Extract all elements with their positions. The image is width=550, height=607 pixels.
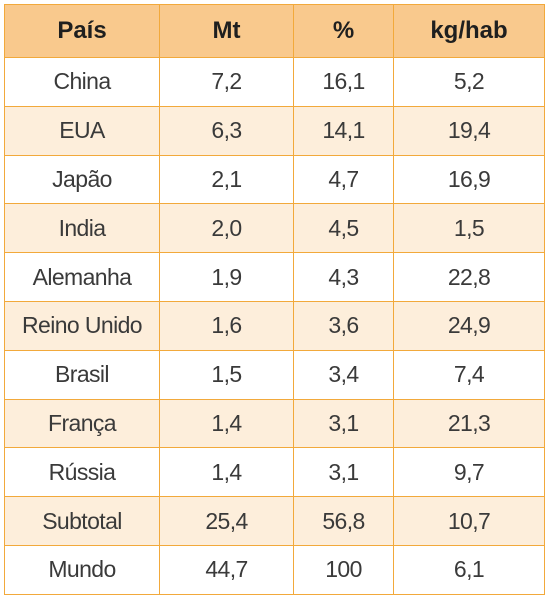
table-row: Japão 2,1 4,7 16,9 xyxy=(4,154,545,205)
cell-mt: 1,6 xyxy=(159,300,294,351)
cell-country: França xyxy=(4,398,160,449)
cell-country: Brasil xyxy=(4,349,160,400)
cell-mt: 2,0 xyxy=(159,203,294,254)
table-row: Subtotal 25,4 56,8 10,7 xyxy=(4,496,545,546)
cell-country: Reino Unido xyxy=(4,300,160,351)
header-country: País xyxy=(4,4,160,58)
cell-mt: 7,2 xyxy=(159,57,294,107)
cell-kg-per-inhabitant: 16,9 xyxy=(393,154,545,205)
table-body: China 7,2 16,1 5,2 EUA 6,3 14,1 19,4 Japão 2,1 4,7… xyxy=(4,57,545,595)
cell-country: Mundo xyxy=(4,544,160,595)
cell-mt: 6,3 xyxy=(159,105,294,156)
cell-country: Rússia xyxy=(4,447,160,498)
cell-percent: 3,1 xyxy=(293,447,394,498)
header-percent: % xyxy=(293,4,394,58)
table-row: Brasil 1,5 3,4 7,4 xyxy=(4,349,545,400)
cell-percent: 4,5 xyxy=(293,203,394,254)
cell-percent: 4,7 xyxy=(293,154,394,205)
cell-kg-per-inhabitant: 5,2 xyxy=(393,57,545,107)
table-row: Reino Unido 1,6 3,6 24,9 xyxy=(4,300,545,351)
cell-kg-per-inhabitant: 19,4 xyxy=(393,105,545,156)
data-table: País Mt % kg/hab China 7,2 16,1 5,2 EUA 6,3 14… xyxy=(4,4,545,595)
cell-mt: 25,4 xyxy=(159,496,294,546)
cell-country: India xyxy=(4,203,160,254)
cell-country: EUA xyxy=(4,105,160,156)
table-row: EUA 6,3 14,1 19,4 xyxy=(4,105,545,156)
cell-mt: 1,9 xyxy=(159,252,294,302)
header-row: País Mt % kg/hab xyxy=(4,4,545,58)
table-row: França 1,4 3,1 21,3 xyxy=(4,398,545,449)
header-mt: Mt xyxy=(159,4,294,58)
cell-percent: 3,4 xyxy=(293,349,394,400)
cell-country: Subtotal xyxy=(4,496,160,546)
table-row: Alemanha 1,9 4,3 22,8 xyxy=(4,252,545,302)
cell-kg-per-inhabitant: 22,8 xyxy=(393,252,545,302)
cell-kg-per-inhabitant: 6,1 xyxy=(393,544,545,595)
cell-mt: 44,7 xyxy=(159,544,294,595)
table-row: India 2,0 4,5 1,5 xyxy=(4,203,545,254)
cell-mt: 1,4 xyxy=(159,398,294,449)
cell-mt: 2,1 xyxy=(159,154,294,205)
cell-percent: 56,8 xyxy=(293,496,394,546)
cell-percent: 3,1 xyxy=(293,398,394,449)
cell-kg-per-inhabitant: 7,4 xyxy=(393,349,545,400)
cell-kg-per-inhabitant: 24,9 xyxy=(393,300,545,351)
cell-percent: 100 xyxy=(293,544,394,595)
cell-percent: 3,6 xyxy=(293,300,394,351)
cell-mt: 1,5 xyxy=(159,349,294,400)
table-row: Mundo 44,7 100 6,1 xyxy=(4,544,545,595)
table-header: País Mt % kg/hab xyxy=(4,4,545,58)
cell-kg-per-inhabitant: 1,5 xyxy=(393,203,545,254)
cell-percent: 4,3 xyxy=(293,252,394,302)
cell-kg-per-inhabitant: 10,7 xyxy=(393,496,545,546)
cell-kg-per-inhabitant: 21,3 xyxy=(393,398,545,449)
cell-country: Alemanha xyxy=(4,252,160,302)
cell-mt: 1,4 xyxy=(159,447,294,498)
data-table-container: País Mt % kg/hab China 7,2 16,1 5,2 EUA 6,3 14… xyxy=(4,4,545,602)
cell-percent: 16,1 xyxy=(293,57,394,107)
header-kg-per-inhabitant: kg/hab xyxy=(393,4,545,58)
table-row: China 7,2 16,1 5,2 xyxy=(4,57,545,107)
cell-kg-per-inhabitant: 9,7 xyxy=(393,447,545,498)
table-row: Rússia 1,4 3,1 9,7 xyxy=(4,447,545,498)
cell-country: China xyxy=(4,57,160,107)
cell-percent: 14,1 xyxy=(293,105,394,156)
cell-country: Japão xyxy=(4,154,160,205)
